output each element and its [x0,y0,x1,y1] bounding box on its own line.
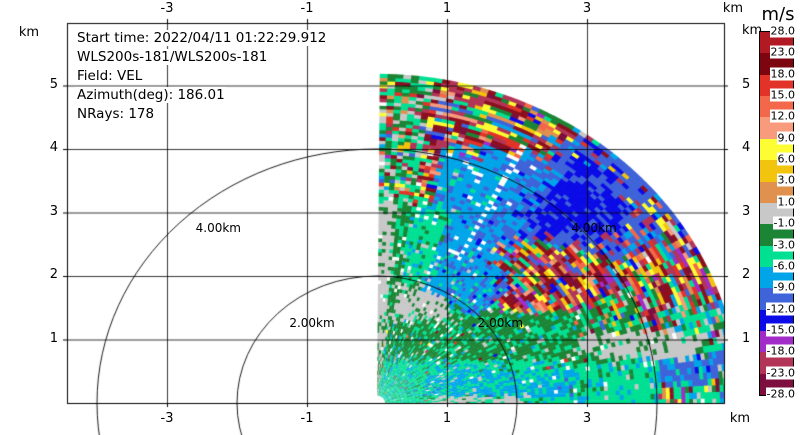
top-tick-3: 3 [582,1,592,16]
colorbar-tick--1.0: -1.0 [772,216,796,230]
top-tick--1: -1 [300,1,314,16]
colorbar-tick-23.0: 23.0 [769,45,796,59]
plot-info-block: Start time: 2022/04/11 01:22:29.912 WLS2… [75,29,329,124]
colorbar-tick-6.0: 6.0 [776,152,796,166]
right-tick-2: 2 [742,267,751,282]
ring-label-2.00km-right: 2.00km [477,315,524,330]
field-label: Field: VEL [75,68,145,84]
start-time-label: Start time: 2022/04/11 01:22:29.912 [75,30,329,46]
colorbar-title: m/s [761,4,795,25]
left-tick-5: 5 [49,76,58,92]
right-tick-1: 1 [742,330,751,346]
colorbar-tick--9.0: -9.0 [772,280,796,294]
right-axis-unit: km [742,23,763,38]
left-tick-3: 3 [49,203,58,219]
bottom-tick--3: -3 [160,411,174,426]
top-tick-1: 1 [442,1,452,16]
ring-label-4.00km-right: 4.00km [571,221,617,236]
colorbar-tick--6.0: -6.0 [772,259,796,273]
ring-label-2.00km-left: 2.00km [289,315,335,330]
colorbar-tick--18.0: -18.0 [765,344,796,358]
colorbar-tick--28.0: -28.0 [765,387,796,401]
colorbar-tick-12.0: 12.0 [769,109,796,123]
colorbar-tick--12.0: -12.0 [765,302,796,316]
right-tick-4: 4 [742,140,751,155]
colorbar-tick-15.0: 15.0 [769,88,796,102]
colorbar-tick-1.0: 1.0 [776,195,796,209]
bottom-tick-1: 1 [442,411,452,426]
colorbar-tick--3.0: -3.0 [772,238,796,252]
colorbar-tick-28.0: 28.0 [769,24,796,38]
top-tick--3: -3 [160,1,174,16]
nrays-label: NRays: 178 [75,106,157,122]
instrument-label: WLS200s-181/WLS200s-181 [75,49,270,65]
left-tick-1: 1 [49,330,58,346]
ring-label-4.00km-left: 4.00km [195,221,241,236]
right-tick-3: 3 [742,203,751,219]
bottom-tick--1: -1 [300,411,314,426]
bottom-tick-3: 3 [582,411,592,426]
azimuth-label: Azimuth(deg): 186.01 [75,87,227,103]
left-axis-unit: km [18,25,40,40]
colorbar-tick--23.0: -23.0 [765,366,796,380]
colorbar-tick-3.0: 3.0 [776,173,796,187]
colorbar-tick--15.0: -15.0 [765,323,796,337]
left-tick-2: 2 [49,267,58,282]
colorbar-tick-9.0: 9.0 [776,131,796,145]
colorbar-tick-18.0: 18.0 [769,67,796,81]
right-tick-5: 5 [742,76,751,92]
top-axis-unit: km [722,1,744,16]
bottom-axis-unit: km [729,411,751,426]
left-tick-4: 4 [49,140,58,155]
